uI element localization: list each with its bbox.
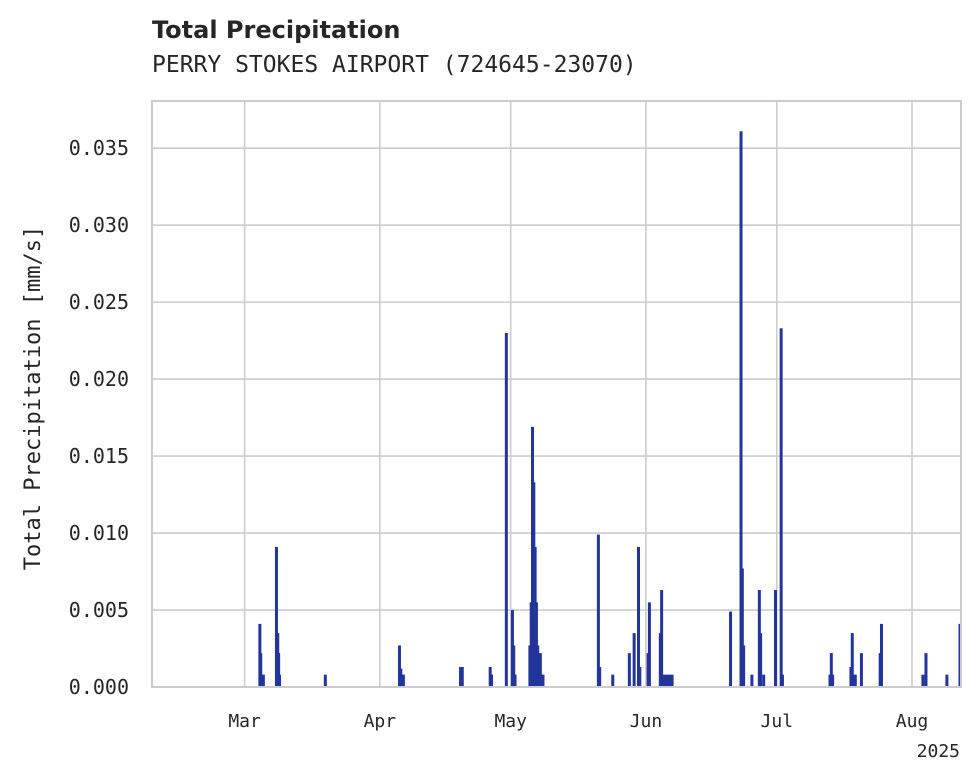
precipitation-bar bbox=[779, 328, 783, 687]
precipitation-bar bbox=[323, 674, 327, 687]
precipitation-bar bbox=[742, 645, 746, 687]
chart-title: Total Precipitation bbox=[152, 16, 401, 44]
precipitation-bar bbox=[670, 674, 674, 687]
precipitation-bar bbox=[663, 674, 667, 687]
precipitation-bar bbox=[729, 611, 733, 687]
precipitation-bar bbox=[829, 653, 833, 687]
precipitation-bar bbox=[504, 332, 508, 687]
x-axis-ticks: Mar Apr May Jun Jul Aug bbox=[228, 711, 928, 732]
x-tick-label: Apr bbox=[364, 711, 397, 732]
y-tick-label: 0.015 bbox=[69, 444, 129, 468]
precipitation-bar bbox=[534, 602, 538, 687]
y-tick-label: 0.025 bbox=[69, 290, 129, 314]
y-axis-label: Total Precipitation [mm/s] bbox=[21, 226, 46, 570]
precipitation-bar bbox=[924, 653, 928, 687]
precipitation-bar bbox=[627, 653, 631, 687]
precipitation-bar bbox=[740, 568, 744, 687]
precipitation-bar bbox=[853, 674, 857, 687]
precipitation-bar bbox=[661, 674, 665, 687]
x-tick-label: May bbox=[494, 711, 527, 732]
precipitation-bar bbox=[759, 633, 763, 687]
precipitation-bar bbox=[660, 590, 664, 687]
precipitation-bar bbox=[780, 674, 784, 687]
precipitation-bar bbox=[831, 674, 835, 687]
y-tick-label: 0.010 bbox=[69, 521, 129, 545]
x-tick-label: Jul bbox=[761, 711, 794, 732]
precipitation-bar bbox=[541, 674, 545, 687]
precipitation-bar bbox=[598, 666, 602, 687]
precipitation-bar bbox=[261, 674, 265, 687]
precipitation-bar bbox=[259, 653, 263, 687]
x-tick-label: Aug bbox=[896, 711, 929, 732]
precipitation-bar bbox=[667, 674, 671, 687]
precipitation-bar bbox=[397, 645, 401, 687]
precipitation-bar bbox=[879, 623, 883, 687]
precipitation-bar bbox=[611, 674, 615, 687]
precipitation-bar bbox=[638, 666, 642, 687]
precipitation-bar bbox=[945, 674, 949, 687]
y-tick-label: 0.000 bbox=[69, 675, 129, 699]
precipitation-bar bbox=[513, 674, 517, 687]
bar-series bbox=[258, 131, 962, 687]
chart-subtitle: PERRY STOKES AIRPORT (724645-23070) bbox=[152, 52, 637, 78]
y-tick-label: 0.035 bbox=[69, 136, 129, 160]
x-axis-year-label: 2025 bbox=[917, 741, 960, 762]
precipitation-bar bbox=[773, 590, 777, 687]
precipitation-bar bbox=[536, 645, 540, 687]
precipitation-bar bbox=[274, 546, 278, 687]
precipitation-bar bbox=[460, 666, 464, 687]
precipitation-bar bbox=[401, 674, 405, 687]
precipitation-bar bbox=[538, 653, 542, 687]
precipitation-bar bbox=[278, 674, 282, 687]
x-tick-label: Mar bbox=[228, 711, 261, 732]
x-tick-label: Jun bbox=[630, 711, 663, 732]
precipitation-bar bbox=[921, 674, 925, 687]
plot-frame bbox=[151, 100, 962, 688]
precipitation-bar bbox=[596, 534, 600, 687]
precipitation-bar bbox=[750, 674, 754, 687]
y-tick-label: 0.020 bbox=[69, 367, 129, 391]
precipitation-bar bbox=[666, 674, 670, 687]
precipitation-bar bbox=[632, 633, 636, 687]
precipitation-bar bbox=[277, 653, 281, 687]
precipitation-bar bbox=[459, 666, 463, 687]
precipitation-bar bbox=[647, 602, 651, 687]
precipitation-bar bbox=[762, 674, 766, 687]
precipitation-bar bbox=[859, 653, 863, 687]
precipitation-bar bbox=[739, 131, 743, 687]
precipitation-bar bbox=[490, 674, 494, 687]
y-tick-label: 0.005 bbox=[69, 598, 129, 622]
precipitation-bar bbox=[850, 633, 854, 687]
y-tick-label: 0.030 bbox=[69, 213, 129, 237]
precipitation-bar bbox=[637, 546, 641, 687]
precipitation-bar bbox=[512, 645, 516, 687]
grid-lines bbox=[153, 102, 960, 688]
y-axis-ticks: 0.000 0.005 0.010 0.015 0.020 0.025 0.030 0.035 bbox=[69, 136, 129, 699]
